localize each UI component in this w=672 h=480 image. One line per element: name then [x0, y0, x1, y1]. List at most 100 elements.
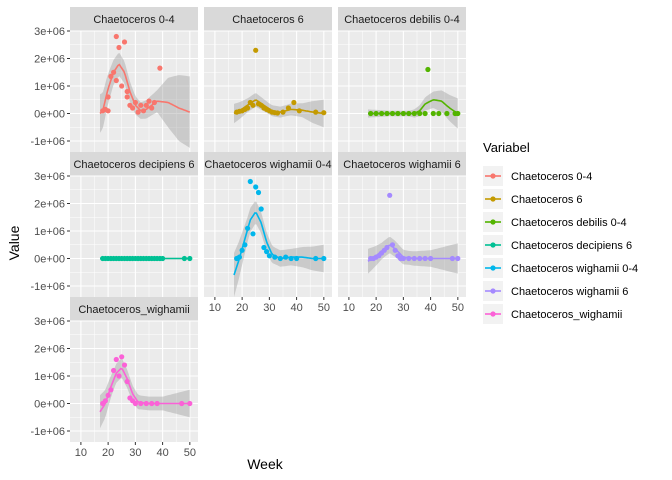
x-tick-label: 20: [236, 302, 248, 314]
data-point: [130, 105, 136, 111]
data-point: [124, 94, 130, 100]
x-tick-label: 50: [184, 447, 196, 459]
data-point: [108, 387, 114, 393]
legend-point: [490, 173, 496, 179]
x-tick-label: 10: [343, 302, 355, 314]
x-tick-label: 40: [290, 302, 302, 314]
gridlines: [70, 30, 198, 152]
data-point: [379, 110, 385, 117]
legend-point: [490, 219, 496, 225]
data-point: [444, 110, 450, 117]
legend-point: [490, 288, 496, 294]
legend: Variabel Chaetoceros 0-4 Chaetoceros 6 Cha…: [483, 140, 638, 324]
data-point: [113, 77, 119, 84]
y-tick-label: 3e+06: [34, 171, 65, 183]
data-point: [294, 255, 300, 262]
data-point: [121, 362, 128, 368]
data-point: [417, 255, 423, 262]
data-point: [313, 255, 319, 262]
facet-strip: [338, 7, 466, 31]
y-tick-label: 2e+06: [34, 199, 65, 211]
y-tick-label: 3e+06: [34, 26, 65, 38]
x-tick-label: 30: [129, 447, 141, 459]
data-point: [455, 110, 461, 117]
data-point: [124, 378, 130, 385]
data-point: [274, 110, 281, 116]
facet-panel: Chaetoceros decipiens 6 -1e+06 0e+00 1e+06 2…: [30, 152, 198, 297]
y-tick-label: 0e+00: [34, 109, 65, 121]
data-point: [285, 105, 291, 111]
data-point: [245, 225, 251, 231]
data-point: [272, 254, 278, 260]
gridlines: [70, 320, 198, 442]
gridlines: [204, 175, 332, 297]
facet-panel: Chaetoceros 0-4 -1e+06 0e+00 1e+06 2e+06 3e+0…: [30, 7, 198, 152]
data-point: [245, 105, 251, 111]
data-point: [105, 392, 111, 398]
data-point: [449, 255, 455, 262]
facet-title: Chaetoceros 6: [232, 14, 304, 26]
facet-panel: Chaetoceros wighamii 0-4 10 20 30 40 50: [204, 152, 332, 314]
confidence-band: [100, 358, 190, 429]
facet-title: Chaetoceros_wighamii: [78, 304, 189, 316]
data-point: [266, 253, 272, 259]
y-tick-label: 2e+06: [34, 54, 65, 66]
data-point: [422, 255, 428, 262]
data-point: [400, 255, 406, 262]
data-point: [253, 184, 259, 190]
data-point: [258, 206, 264, 212]
legend-label: Chaetoceros_wighamii: [511, 309, 622, 321]
data-point: [321, 255, 327, 262]
facet-panels: Chaetoceros 0-4 -1e+06 0e+00 1e+06 2e+06 3e+0…: [30, 7, 466, 459]
data-point: [291, 99, 297, 106]
data-point: [187, 255, 193, 262]
data-point: [436, 110, 442, 117]
legend-label: Chaetoceros 6: [511, 194, 583, 206]
y-tick-label: 1e+06: [34, 226, 65, 238]
facet-strip: [70, 152, 198, 176]
panel-background: [204, 31, 332, 152]
legend-item: Chaetoceros wighamii 0-4: [483, 258, 638, 278]
data-point: [239, 247, 245, 253]
data-point: [135, 109, 141, 115]
legend-label: Chaetoceros wighamii 6: [511, 286, 628, 298]
data-point: [138, 400, 144, 407]
legend-label: Chaetoceros debilis 0-4: [511, 217, 627, 229]
data-point: [113, 356, 119, 363]
data-point: [425, 66, 431, 73]
data-point: [430, 110, 436, 117]
data-point: [154, 400, 160, 407]
legend-item: Chaetoceros wighamii 6: [483, 281, 628, 301]
data-point: [406, 110, 412, 117]
data-point: [395, 110, 401, 117]
panel-background: [70, 321, 198, 442]
y-tick-label: 3e+06: [34, 316, 65, 328]
y-tick-label: -1e+06: [30, 281, 65, 293]
data-point: [160, 255, 166, 262]
data-point: [113, 33, 119, 40]
data-point: [247, 178, 253, 185]
data-point: [288, 255, 294, 262]
data-point: [105, 108, 111, 114]
data-point: [411, 110, 417, 117]
panel-background: [204, 176, 332, 297]
data-point: [406, 255, 412, 262]
x-tick-label: 10: [209, 302, 221, 314]
data-point: [143, 102, 149, 108]
y-tick-label: -1e+06: [30, 136, 65, 148]
data-point: [255, 189, 262, 196]
panel-background: [338, 176, 466, 297]
x-tick-label: 30: [397, 302, 409, 314]
data-point: [119, 354, 125, 360]
data-point: [143, 400, 149, 407]
x-tick-label: 40: [156, 447, 168, 459]
legend-item: Chaetoceros decipiens 6: [483, 235, 632, 255]
legend-title: Variabel: [483, 140, 530, 155]
data-point: [368, 110, 374, 117]
facet-strip: [204, 7, 332, 31]
x-tick-label: 20: [370, 302, 382, 314]
x-tick-label: 10: [75, 447, 87, 459]
y-tick-label: 0e+00: [34, 254, 65, 266]
y-tick-label: 1e+06: [34, 371, 65, 383]
